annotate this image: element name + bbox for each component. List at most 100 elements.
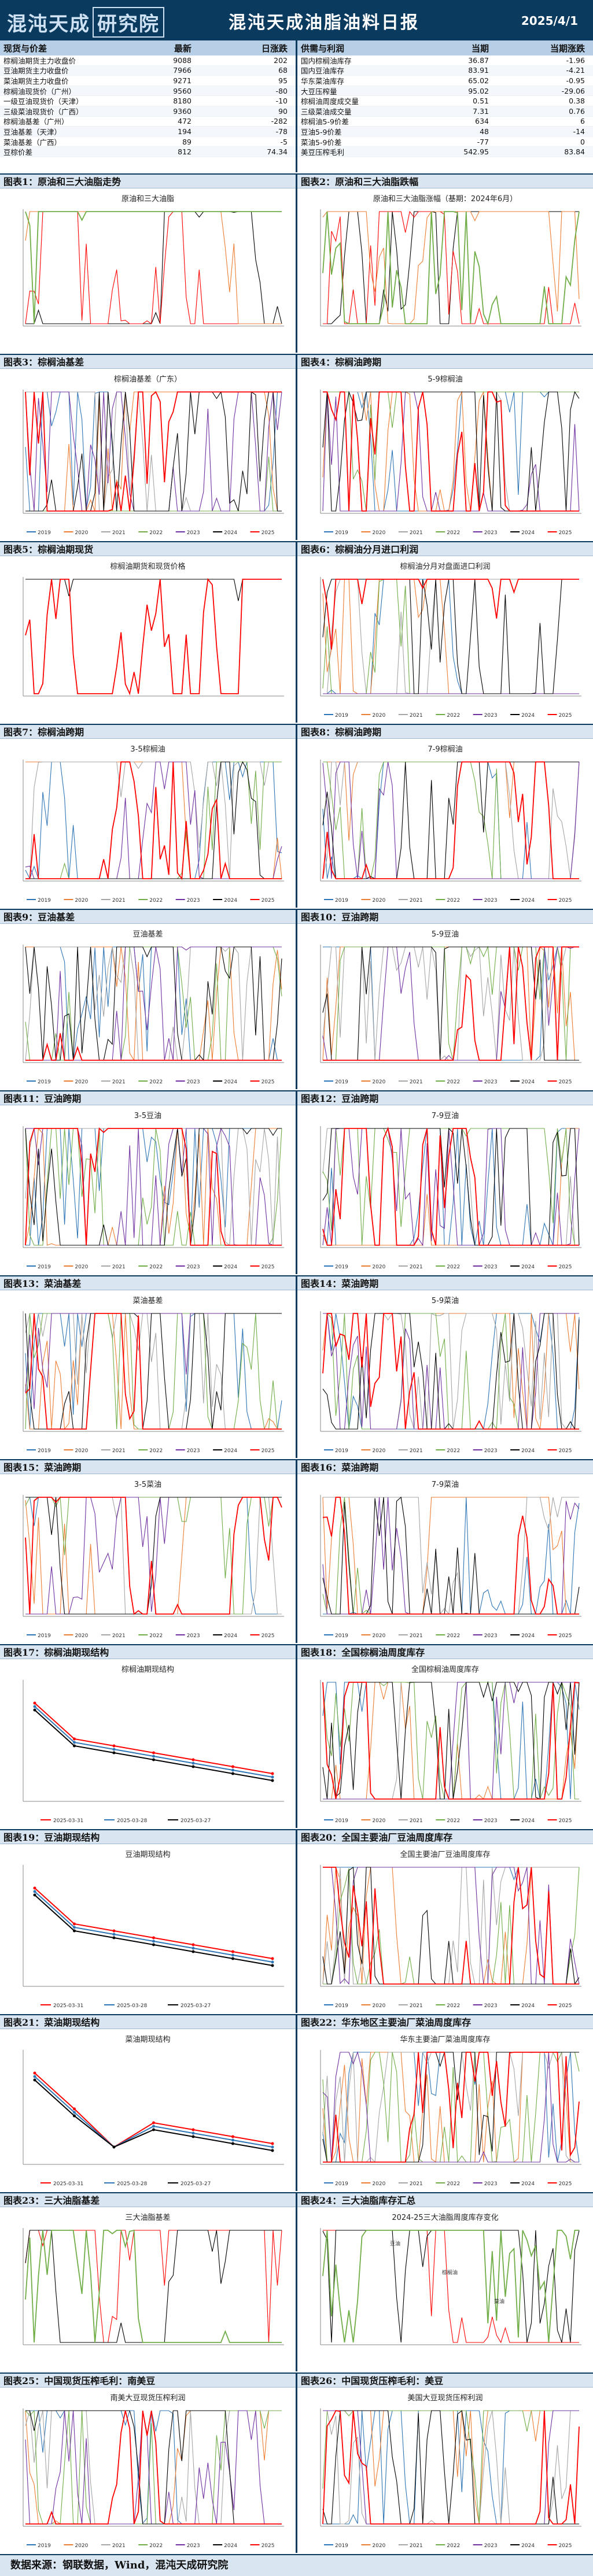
series-line: [322, 1128, 579, 1246]
legend-label: 2025: [559, 2003, 572, 2009]
legend-label: 2023: [484, 2003, 498, 2009]
legend-label: 2024: [224, 1079, 237, 1085]
series-line: [25, 2229, 282, 2343]
quote-right-cell: -4.21: [566, 66, 585, 75]
chart-title: 棕榈油期现结构: [121, 1665, 174, 1674]
series-line: [322, 2410, 580, 2525]
structure-point: [33, 2071, 36, 2075]
structure-point: [271, 1775, 274, 1779]
structure-point: [33, 1893, 36, 1897]
legend-label: 2020: [372, 2543, 385, 2549]
series-line: [25, 1313, 282, 1430]
legend-label: 2019: [38, 530, 51, 536]
quote-right-cell: 国内豆油库存: [301, 66, 345, 76]
chart-title: 原油和三大油脂: [121, 195, 174, 203]
quote-right-header-col1: 供需与利润: [301, 43, 345, 54]
column-divider: [296, 1459, 297, 1643]
panel-header: 图表13：菜油基差: [0, 1275, 296, 1290]
series-line: [322, 1681, 580, 1800]
series-line: [25, 1127, 282, 1246]
structure-point: [73, 1737, 76, 1741]
logo-box-text: 研究院: [93, 7, 164, 38]
series-line: [323, 761, 579, 879]
chart-svg: 原油和三大油脂涨幅（基期：2024年6月）: [320, 195, 581, 327]
legend-label: 2022: [447, 1079, 460, 1085]
legend-label: 2023: [484, 2181, 498, 2187]
structure-point: [152, 1751, 155, 1755]
quote-right-cell: 菜油5-9价差: [301, 138, 342, 147]
series-line: [25, 391, 282, 512]
structure-point: [152, 1936, 155, 1940]
quote-left-cell: 202: [274, 55, 288, 65]
legend-label: 2019: [38, 1264, 51, 1270]
legend-label: 2021: [410, 1448, 423, 1454]
series-line: [322, 2052, 579, 2163]
legend-label: 2024: [521, 713, 535, 719]
quote-left-header-col1: 现货与价差: [3, 43, 47, 54]
quote-left-cell: 9088: [173, 55, 191, 65]
legend-label: 2025-03-28: [117, 2181, 148, 2187]
chart-panel: 7-9豆油 2019 2020 2021 2022 2023 2024 2025: [297, 1105, 593, 1274]
quote-right-cell: 大豆压榨量: [301, 87, 337, 96]
structure-point: [271, 2145, 274, 2149]
quote-left-cell: 9360: [173, 106, 191, 116]
legend-label: 2022: [447, 1818, 460, 1824]
series-line: [323, 761, 579, 841]
series-line: [25, 1313, 282, 1430]
chart-panel: 菜油期现结构 2025-03-31 2025-03-28 2025-03-27: [0, 2029, 296, 2191]
structure-point: [271, 2142, 274, 2145]
quote-right-cell: 542.95: [463, 147, 489, 157]
quote-left-row: 棕榈油期货主力收盘价 9088 202: [0, 55, 296, 66]
legend-label: 2024: [521, 898, 535, 904]
quote-right-cell: 65.02: [468, 76, 489, 85]
legend-label: 2025-03-31: [53, 1818, 83, 1824]
quote-left-cell: 菜油期货主力收盘价: [3, 76, 69, 86]
chart-svg: 3-5菜油 2019 2020 2021 2022 2023 2024 2025: [23, 1481, 284, 1639]
legend-label: 2019: [335, 1448, 348, 1454]
series-line: [322, 1496, 580, 1615]
series-line: [322, 1127, 579, 1246]
quote-right-header: 供需与利润 当期 当期涨跌: [297, 40, 593, 55]
quote-right-cell: 0.76: [569, 106, 585, 116]
chart-panel: 5-9豆油 2019 2020 2021 2022 2023 2024 2025: [297, 924, 593, 1089]
report-title: 混沌天成油脂油料日报: [229, 13, 419, 33]
quote-right-cell: 美豆压榨毛利: [301, 148, 345, 157]
quote-right-cell: -14: [573, 127, 585, 136]
quote-left-cell: 7966: [173, 66, 191, 75]
structure-point: [231, 1950, 234, 1953]
quote-left-cell: 89: [182, 137, 191, 146]
structure-line: [34, 2079, 273, 2151]
chart-panel: 3-5棕榈油 2019 2020 2021 2022 2023 2024 2025: [0, 739, 296, 908]
legend-label: 2023: [187, 530, 200, 536]
series-line: [25, 1128, 282, 1246]
quote-left-cell: 68: [278, 66, 288, 75]
chart-title: 3-5棕榈油: [130, 745, 165, 754]
quote-left-row: 棕榈油基差（广州） 472 -282: [0, 117, 296, 127]
quote-right-cell: 95.02: [468, 86, 489, 95]
series-line: [25, 1497, 282, 1615]
panel-header: 图表23：三大油脂基差: [0, 2192, 296, 2207]
panel-header: 图表5：棕榈油期现货: [0, 541, 296, 556]
legend-label: 2021: [112, 1079, 126, 1085]
legend-label: 2024: [521, 2181, 535, 2187]
legend-label: 2019: [38, 1633, 51, 1639]
quote-left-cell: 豆油期货主力收盘价: [3, 66, 69, 76]
series-line: [25, 391, 282, 512]
series-line: [25, 761, 282, 879]
legend-label: 2023: [187, 1448, 200, 1454]
chart-title: 7-9豆油: [432, 1112, 459, 1120]
legend-label: 2024: [521, 1264, 535, 1270]
structure-point: [271, 1772, 274, 1775]
structure-point: [152, 1758, 155, 1761]
legend-label: 2021: [410, 2543, 423, 2549]
quote-left-cell: 194: [178, 127, 191, 136]
quote-right-row: 华东菜油库存 65.02 -0.95: [297, 76, 593, 86]
quote-left-cell: -5: [280, 137, 288, 146]
legend-label: 2019: [335, 530, 348, 536]
company-logo: 混沌天成 研究院: [7, 7, 164, 38]
panel-header: 图表8：棕榈油跨期: [297, 724, 593, 739]
legend-label: 2025: [559, 2181, 572, 2187]
series-line: [25, 761, 282, 880]
legend-label: 2024: [521, 530, 535, 536]
series-line: [25, 1313, 282, 1430]
